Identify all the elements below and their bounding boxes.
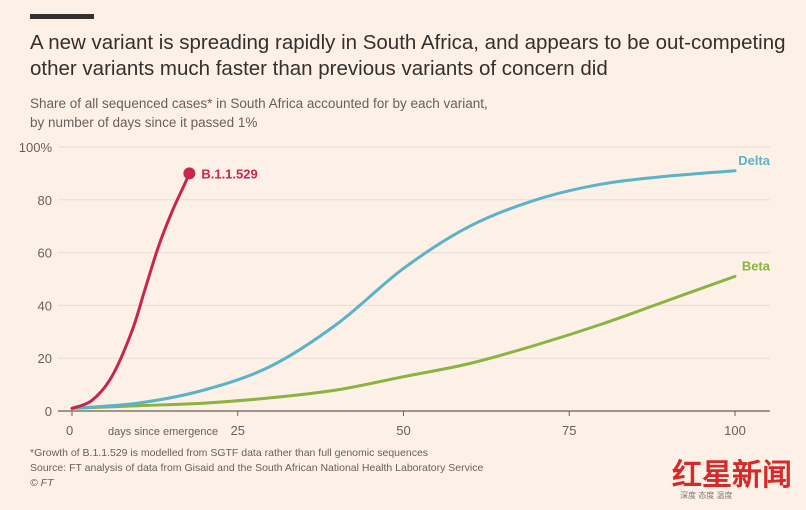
y-tick-label: 60 [38, 246, 52, 261]
watermark-subtitle: 深度 态度 温度 [680, 491, 733, 500]
x-tick-label: 25 [231, 423, 245, 438]
y-tick-label: 0 [45, 404, 52, 419]
watermark-logo: 红星新闻 [672, 458, 792, 493]
x-tick-label: 75 [562, 423, 576, 438]
source: Source: FT analysis of data from Gisaid … [30, 462, 484, 474]
x-axis-label: days since emergence [108, 426, 218, 438]
series-line-beta [70, 274, 737, 410]
y-tick-label: 100% [19, 140, 53, 155]
footnotes: *Growth of B.1.1.529 is modelled from SG… [30, 446, 483, 491]
copyright: © FT [30, 477, 54, 489]
subtitle-line-2: by number of days since it passed 1% [30, 115, 258, 130]
series-label: Beta [742, 258, 771, 273]
chart-subtitle: Share of all sequenced cases* in South A… [30, 94, 488, 132]
chart-title: A new variant is spreading rapidly in So… [30, 31, 786, 80]
footnote: *Growth of B.1.1.529 is modelled from SG… [30, 447, 429, 459]
subtitle-line-1: Share of all sequenced cases* in South A… [30, 96, 488, 111]
y-tick-label: 80 [38, 193, 52, 208]
series-label: Delta [738, 153, 771, 168]
x-tick-label: 0 [66, 423, 73, 438]
ft-accent-bar [30, 14, 94, 19]
x-tick-label: 50 [396, 423, 410, 438]
end-marker [183, 167, 196, 180]
series-label: B.1.1.529 [201, 166, 257, 181]
y-tick-label: 40 [38, 298, 52, 313]
y-tick-label: 20 [38, 351, 52, 366]
series-line-delta [70, 169, 737, 410]
series-line-b11529 [70, 171, 191, 410]
x-tick-label: 100 [724, 423, 746, 438]
